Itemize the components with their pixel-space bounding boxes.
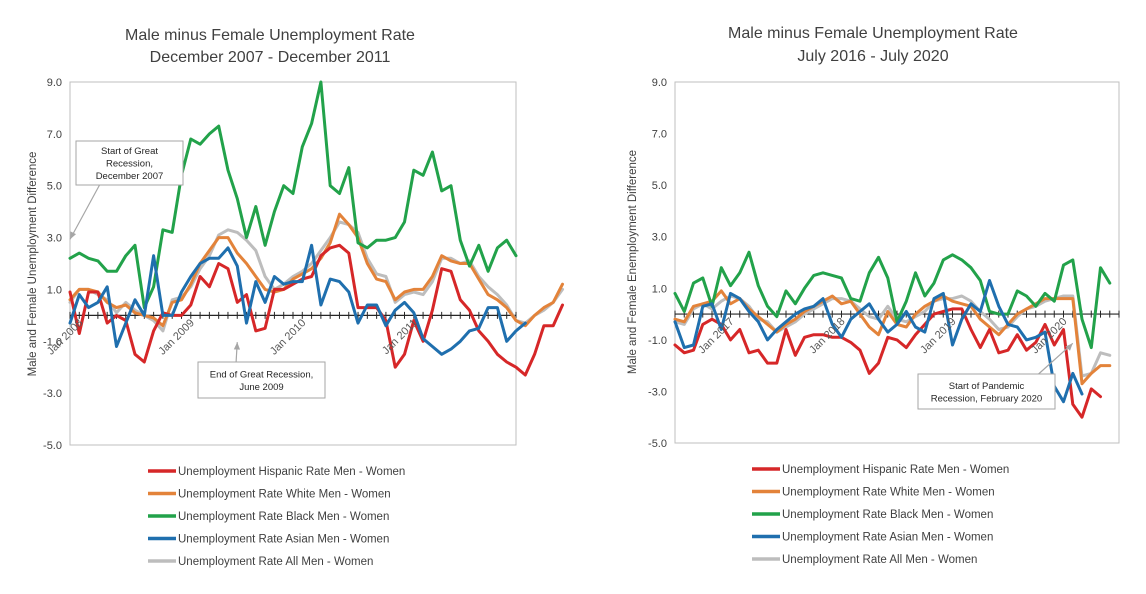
chart-left-legend-item-all: Unemployment Rate All Men - Women xyxy=(148,556,373,568)
chart-right-y-tick-label: -3.0 xyxy=(648,386,667,398)
annotation-text-line: Recession, February 2020 xyxy=(931,393,1042,404)
chart-right-plot-frame xyxy=(674,81,1120,444)
chart-right-legend-item-white: Unemployment Rate White Men - Women xyxy=(752,487,995,499)
chart-left-series-asian xyxy=(68,243,527,356)
chart-right-y-tick-label: 3.0 xyxy=(652,232,667,244)
chart-right-series-black xyxy=(673,250,1112,350)
chart-right-series-hispanic xyxy=(673,307,1102,419)
chart-right-y-tick-label: 7.0 xyxy=(652,129,667,141)
chart-right-y-tick-label: -5.0 xyxy=(648,438,667,450)
annotation-text-line: Start of Pandemic xyxy=(949,381,1025,392)
legend-label: Unemployment Hispanic Rate Men - Women xyxy=(782,464,1009,476)
chart-right-title-line-1: Male minus Female Unemployment Rate xyxy=(728,25,1018,42)
chart-left-legend-item-hispanic: Unemployment Hispanic Rate Men - Women xyxy=(148,466,405,478)
chart-left-x-tick-label: Jan 2010 xyxy=(268,317,308,357)
legend-label: Unemployment Rate White Men - Women xyxy=(782,487,995,499)
chart-right: Male minus Female Unemployment Rate July… xyxy=(627,25,1120,566)
chart-right-y-tick-label: -1.0 xyxy=(648,335,667,347)
chart-left-y-tick-label: 9.0 xyxy=(47,77,62,89)
chart-right-legend-item-all: Unemployment Rate All Men - Women xyxy=(752,554,977,566)
legend-label: Unemployment Hispanic Rate Men - Women xyxy=(178,466,405,478)
legend-label: Unemployment Rate All Men - Women xyxy=(782,554,977,566)
annotation-text-line: Recession, xyxy=(106,159,153,170)
annotation-text-line: Start of Great xyxy=(101,146,158,157)
annotation-arrow-line xyxy=(1038,342,1074,375)
annotation-text-line: June 2009 xyxy=(239,382,283,393)
chart-right-y-tick-label: 1.0 xyxy=(652,283,667,295)
chart-left-y-tick-label: -5.0 xyxy=(43,440,62,452)
chart-right-legend-item-asian: Unemployment Rate Asian Men - Women xyxy=(752,532,993,544)
chart-left-legend: Unemployment Hispanic Rate Men - Women Un… xyxy=(148,466,405,568)
annotation-text-line: December 2007 xyxy=(96,171,164,182)
chart-right-legend: Unemployment Hispanic Rate Men - Women Un… xyxy=(752,464,1009,566)
annotation-arrow-head xyxy=(233,342,241,350)
chart-right-y-tick-label: 5.0 xyxy=(652,180,667,192)
chart-left-y-axis-label: Male and Female Unemployment Difference xyxy=(27,152,39,377)
chart-left-legend-item-asian: Unemployment Rate Asian Men - Women xyxy=(148,534,389,546)
legend-label: Unemployment Rate Black Men - Women xyxy=(782,509,993,521)
annotation-arrow-head xyxy=(70,231,77,240)
legend-label: Unemployment Rate White Men - Women xyxy=(178,489,391,501)
chart-left-y-tick-label: 1.0 xyxy=(47,284,62,296)
chart-left-annotation: End of Great Recession, June 2009 xyxy=(197,342,326,399)
legend-label: Unemployment Rate Asian Men - Women xyxy=(782,532,993,544)
legend-label: Unemployment Rate Asian Men - Women xyxy=(178,534,389,546)
chart-left: Male minus Female Unemployment Rate Dece… xyxy=(27,27,564,568)
legend-label: Unemployment Rate All Men - Women xyxy=(178,556,373,568)
chart-left-series-all xyxy=(68,220,564,333)
chart-right-legend-item-hispanic: Unemployment Hispanic Rate Men - Women xyxy=(752,464,1009,476)
chart-left-title-line-2: December 2007 - December 2011 xyxy=(150,49,391,66)
chart-right-title-line-2: July 2016 - July 2020 xyxy=(797,48,948,65)
chart-right-legend-item-black: Unemployment Rate Black Men - Women xyxy=(752,509,993,521)
legend-label: Unemployment Rate Black Men - Women xyxy=(178,511,389,523)
chart-left-title-line-1: Male minus Female Unemployment Rate xyxy=(125,27,415,44)
annotation-box xyxy=(197,361,326,399)
chart-left-y-tick-label: 7.0 xyxy=(47,129,62,141)
annotation-arrow-head xyxy=(1065,343,1073,351)
chart-left-y-tick-label: -1.0 xyxy=(43,336,62,348)
chart-right-y-tick-label: 9.0 xyxy=(652,77,667,89)
annotation-arrow-line xyxy=(69,184,101,240)
chart-left-annotation: Start of Great Recession,December 2007 xyxy=(69,140,184,240)
annotation-box xyxy=(917,373,1056,410)
annotation-text-line: End of Great Recession, xyxy=(210,369,314,380)
chart-right-x-tick-label: Jan 2019 xyxy=(918,316,958,356)
chart-left-y-tick-label: -3.0 xyxy=(43,388,62,400)
chart-left-series-black xyxy=(68,80,518,310)
chart-left-legend-item-white: Unemployment Rate White Men - Women xyxy=(148,489,391,501)
chart-left-y-tick-label: 3.0 xyxy=(47,233,62,245)
chart-left-plot-frame xyxy=(69,81,517,446)
chart-left-legend-item-black: Unemployment Rate Black Men - Women xyxy=(148,511,389,523)
chart-right-y-axis-label: Male and Female Enemployment Difference xyxy=(627,150,639,374)
chart-right-series-asian xyxy=(673,279,1084,404)
annotation-box xyxy=(75,140,184,186)
chart-left-y-tick-label: 5.0 xyxy=(47,181,62,193)
